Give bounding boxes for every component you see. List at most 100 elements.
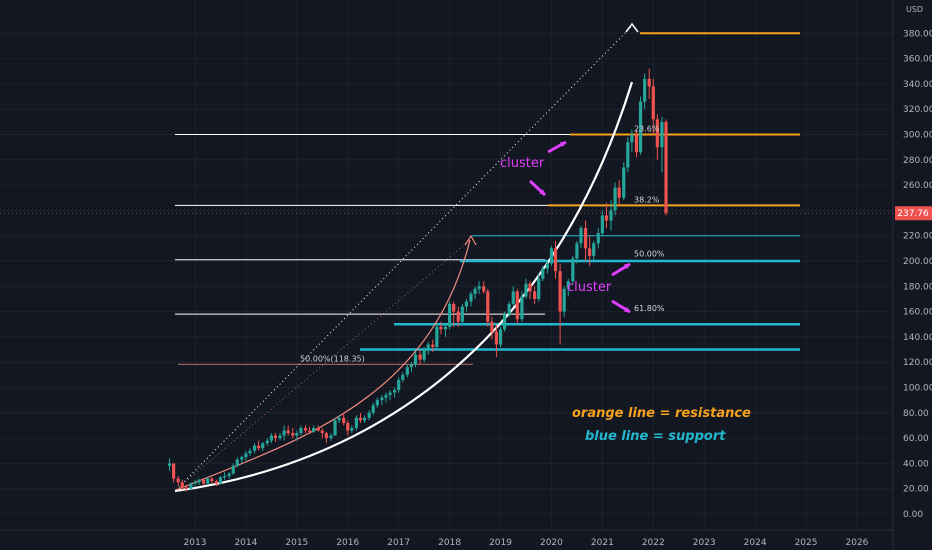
candle-body	[214, 481, 218, 484]
candle-body	[273, 435, 278, 439]
candle-body	[333, 420, 337, 436]
candle-body	[426, 344, 430, 350]
y-tick-label: 220.00	[903, 232, 932, 242]
candle-body	[282, 430, 286, 436]
candle-body	[393, 390, 397, 393]
candle-body	[626, 142, 630, 168]
candle-body	[299, 427, 303, 434]
x-tick-label: 2025	[795, 538, 818, 548]
candle-body	[358, 417, 363, 421]
candle-body	[533, 291, 537, 299]
x-tick-label: 2020	[540, 538, 563, 548]
candle-body	[354, 417, 359, 428]
candle-body	[435, 326, 439, 348]
candle-body	[545, 263, 549, 269]
candle-body	[252, 445, 257, 451]
candle-body	[655, 119, 659, 148]
candle-body	[202, 479, 206, 484]
candle-body	[342, 417, 346, 423]
candle-body	[269, 435, 273, 441]
candle-body	[248, 450, 252, 454]
candle-body	[482, 286, 486, 292]
y-tick-label: 360.00	[903, 55, 932, 65]
candle-body	[346, 422, 350, 431]
y-tick-label: 120.00	[903, 358, 932, 368]
cluster-label-2: cluster	[567, 280, 612, 295]
candle-body	[418, 354, 422, 360]
x-tick-label: 2024	[744, 538, 767, 548]
level-lines	[0, 32, 893, 365]
candle-body	[511, 291, 515, 305]
candle-body	[240, 457, 244, 460]
candle-body	[222, 476, 227, 478]
salmon-arrow-head	[464, 234, 477, 246]
y-tick-label: 140.00	[903, 333, 932, 343]
candle-body	[477, 286, 481, 289]
candle-body	[439, 326, 443, 330]
candle-body	[537, 278, 541, 299]
candle-body	[210, 478, 214, 482]
candle-body	[524, 283, 528, 297]
x-tick-label: 2014	[234, 538, 257, 548]
candle-body	[176, 478, 180, 483]
trend-curves	[174, 22, 639, 493]
candles	[167, 68, 668, 492]
candle-body	[643, 78, 647, 102]
cluster-arrow-head	[539, 189, 545, 195]
x-tick-label: 2019	[489, 538, 512, 548]
candle-body	[295, 433, 299, 436]
candle-body	[600, 215, 604, 234]
y-tick-label: 0.00	[903, 510, 923, 520]
candle-body	[460, 306, 464, 322]
candle-body	[609, 210, 613, 221]
candle-body	[613, 187, 617, 211]
support-note: blue line = support	[585, 429, 726, 444]
cluster-arrow-head	[624, 306, 630, 312]
candle-body	[231, 465, 235, 474]
candle-body	[575, 243, 579, 259]
candle-body	[448, 304, 452, 327]
candle-body	[604, 215, 609, 221]
candle-body	[218, 477, 223, 484]
x-tick-label: 2021	[591, 538, 614, 548]
x-tick-label: 2022	[642, 538, 665, 548]
candle-body	[257, 445, 261, 449]
candle-body	[464, 301, 469, 307]
candle-body	[443, 326, 448, 330]
candle-body	[401, 374, 405, 380]
candle-body	[515, 291, 519, 320]
salmon-curve	[175, 239, 471, 491]
candle-body	[647, 78, 651, 87]
candle-body	[473, 288, 477, 294]
candle-body	[367, 412, 371, 418]
y-tick-label: 100.00	[903, 384, 932, 394]
annotations: cluster cluster orange line = resistance…	[500, 156, 751, 444]
candle-body	[558, 271, 562, 312]
candle-body	[431, 344, 435, 348]
candle-body	[286, 430, 290, 434]
candle-body	[405, 367, 409, 375]
candle-body	[486, 291, 490, 322]
cluster-arrow-head	[624, 264, 630, 270]
y-tick-label: 200.00	[903, 257, 932, 267]
candle-body	[490, 321, 494, 332]
white-parabolic-curve	[174, 81, 634, 493]
y-tick-label: 20.00	[903, 485, 929, 495]
candle-body	[469, 293, 473, 302]
y-tick-label: 280.00	[903, 156, 932, 166]
candle-body	[456, 311, 460, 322]
candle-body	[592, 243, 596, 256]
fib-small-label: 50.00%(118.35)	[300, 354, 365, 363]
last-price-tag	[895, 206, 932, 221]
cluster-label-1: cluster	[500, 156, 545, 171]
cluster-arrows	[528, 140, 631, 314]
x-tick-label: 2016	[336, 538, 359, 548]
candle-body	[422, 349, 426, 360]
candle-body	[596, 233, 600, 244]
x-tick-label: 2015	[285, 538, 308, 548]
candle-body	[227, 473, 231, 477]
x-tick-label: 2018	[438, 538, 461, 548]
